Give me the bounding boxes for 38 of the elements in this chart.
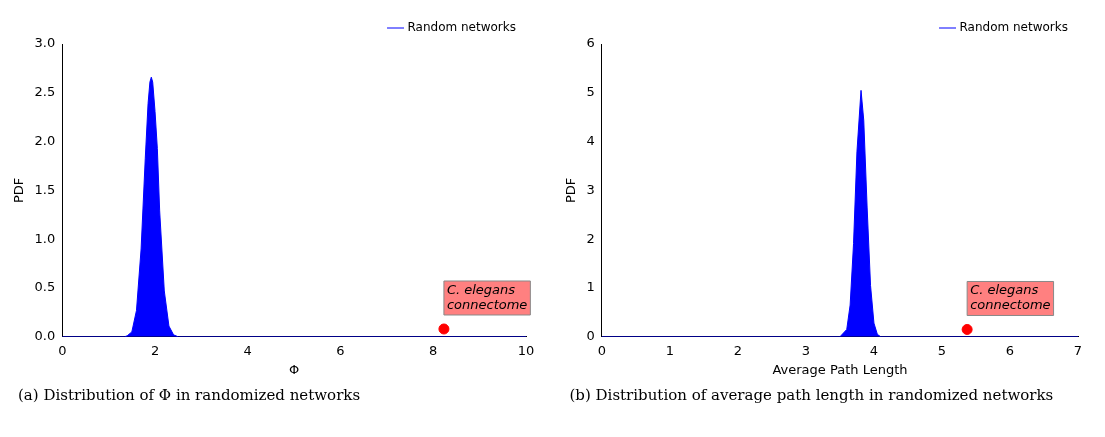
- x-tick-label: 6: [1005, 342, 1014, 358]
- y-tick-label: 1: [586, 279, 595, 295]
- y-tick-label: 4: [586, 132, 595, 148]
- y-tick-label: 0.5: [34, 279, 56, 295]
- x-axis-title: Φ: [289, 361, 300, 377]
- text: (a) Distribution of Φ in randomized networks: [17, 386, 362, 404]
- y-tick-label: 2.5: [34, 84, 56, 100]
- annotation: C. elegans connectome: [969, 282, 1051, 313]
- x-tick-label: 2: [150, 342, 160, 358]
- y-axis-title: PDF: [562, 177, 578, 204]
- y-tick-label: 5: [586, 84, 595, 100]
- annotation: C. elegans connectome: [446, 281, 528, 312]
- text: (b) Distribution of average path length in randomized networks: [568, 386, 1055, 404]
- legend-label: Random networks: [959, 20, 1068, 35]
- x-axis-title: Average Path Length: [771, 361, 907, 377]
- x-tick-label: 4: [869, 342, 878, 358]
- y-tick-label: 3: [586, 181, 595, 197]
- x-tick-label: 0: [58, 342, 67, 358]
- y-tick-label: 3.0: [34, 35, 56, 51]
- y-tick-label: 0: [586, 328, 595, 344]
- x-tick-label: 1: [665, 342, 674, 358]
- y-tick-label: 1.5: [34, 181, 56, 197]
- x-tick-label: 4: [243, 342, 252, 358]
- x-tick-label: 7: [1073, 342, 1082, 358]
- legend-label: Random networks: [407, 20, 516, 35]
- x-tick-label: 0: [597, 342, 606, 358]
- y-tick-label: 2.0: [34, 132, 56, 148]
- x-tick-label: 6: [336, 342, 345, 358]
- x-tick-label: 2: [733, 342, 742, 358]
- x-tick-label: 5: [937, 342, 946, 358]
- x-tick-label: 3: [801, 342, 810, 358]
- x-tick-label: 10: [517, 342, 535, 358]
- x-tick-label: 8: [429, 342, 438, 358]
- y-tick-label: 2: [586, 230, 595, 246]
- y-tick-label: 1.0: [34, 230, 56, 246]
- y-axis-title: PDF: [11, 177, 27, 204]
- y-tick-label: 6: [586, 35, 595, 51]
- y-tick-label: 0.0: [34, 328, 56, 344]
